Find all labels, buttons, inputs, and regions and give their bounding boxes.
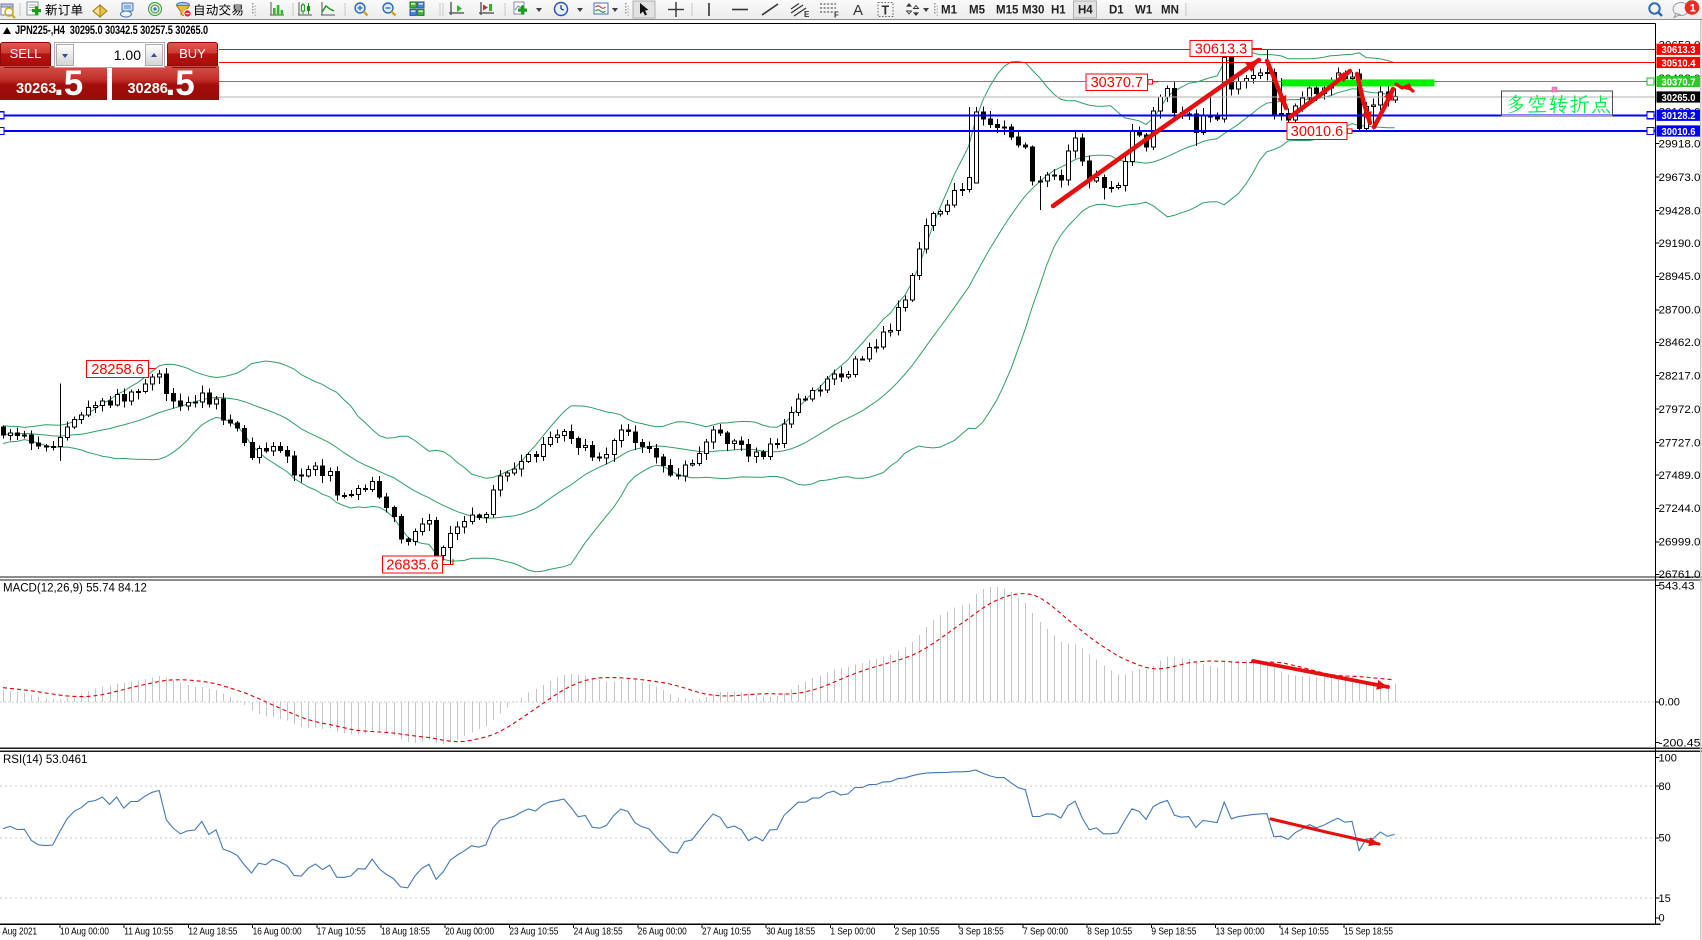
svg-text:3 Sep 18:55: 3 Sep 18:55 <box>959 926 1004 938</box>
svg-text:13 Sep 00:00: 13 Sep 00:00 <box>1216 926 1265 938</box>
svg-text:30 Aug 18:55: 30 Aug 18:55 <box>766 926 815 938</box>
svg-text:0: 0 <box>1659 913 1665 925</box>
svg-text:H4: H4 <box>1078 5 1093 17</box>
svg-text:30370.7: 30370.7 <box>1091 75 1143 91</box>
svg-text:15: 15 <box>1659 893 1671 905</box>
svg-text:543.43: 543.43 <box>1659 580 1695 592</box>
svg-text:28217.0: 28217.0 <box>1659 371 1701 383</box>
svg-text:30128.2: 30128.2 <box>1662 110 1696 122</box>
svg-text:1 Sep 00:00: 1 Sep 00:00 <box>830 926 875 938</box>
svg-text:100: 100 <box>1659 752 1677 764</box>
svg-text:29673.0: 29673.0 <box>1659 172 1701 184</box>
svg-text:27 Aug 10:55: 27 Aug 10:55 <box>702 926 751 938</box>
svg-text:30613.3: 30613.3 <box>1195 42 1247 58</box>
svg-text:11 Aug 10:55: 11 Aug 10:55 <box>124 926 173 938</box>
svg-text:30265.0: 30265.0 <box>1662 92 1696 104</box>
svg-text:-200.45: -200.45 <box>1659 737 1701 749</box>
svg-text:A: A <box>853 2 863 19</box>
svg-text:26835.6: 26835.6 <box>386 558 438 574</box>
svg-text:M15: M15 <box>996 5 1019 17</box>
svg-text:W1: W1 <box>1135 5 1153 17</box>
svg-text:17 Aug 10:55: 17 Aug 10:55 <box>317 926 366 938</box>
svg-text:26761.0: 26761.0 <box>1659 569 1701 581</box>
svg-text:27244.0: 27244.0 <box>1659 503 1701 515</box>
svg-text:F: F <box>834 11 839 20</box>
svg-text:9 Sep 18:55: 9 Sep 18:55 <box>1151 926 1196 938</box>
svg-text:10 Aug 00:00: 10 Aug 00:00 <box>60 926 109 938</box>
svg-text:15 Sep 18:55: 15 Sep 18:55 <box>1344 926 1393 938</box>
svg-text:14 Sep 10:55: 14 Sep 10:55 <box>1280 926 1329 938</box>
svg-text:1: 1 <box>1690 3 1696 15</box>
svg-text:MACD(12,26,9) 55.74 84.12: MACD(12,26,9) 55.74 84.12 <box>3 583 147 595</box>
svg-text:M1: M1 <box>941 5 958 17</box>
svg-text:27972.0: 27972.0 <box>1659 404 1701 416</box>
svg-text:E: E <box>804 10 810 19</box>
svg-text:20 Aug 00:00: 20 Aug 00:00 <box>445 926 494 938</box>
svg-text:8 Sep 10:55: 8 Sep 10:55 <box>1087 926 1132 938</box>
svg-text:H1: H1 <box>1051 5 1066 17</box>
svg-text:T: T <box>882 4 890 18</box>
svg-text:30010.6: 30010.6 <box>1291 124 1343 140</box>
svg-text:M5: M5 <box>969 5 986 17</box>
svg-text:6 Aug 2021: 6 Aug 2021 <box>0 926 37 938</box>
svg-text:29190.0: 29190.0 <box>1659 238 1701 250</box>
svg-text:28945.0: 28945.0 <box>1659 271 1701 283</box>
svg-text:MN: MN <box>1161 5 1179 17</box>
svg-text:50: 50 <box>1659 833 1671 845</box>
svg-text:18 Aug 18:55: 18 Aug 18:55 <box>381 926 430 938</box>
svg-text:0.00: 0.00 <box>1659 697 1680 709</box>
svg-text:28462.0: 28462.0 <box>1659 337 1701 349</box>
svg-text:27489.0: 27489.0 <box>1659 470 1701 482</box>
svg-text:RSI(14) 53.0461: RSI(14) 53.0461 <box>3 754 87 766</box>
svg-text:28258.6: 28258.6 <box>91 362 143 378</box>
svg-text:2 Sep 10:55: 2 Sep 10:55 <box>895 926 940 938</box>
svg-text:7 Sep 00:00: 7 Sep 00:00 <box>1023 926 1068 938</box>
svg-text:26 Aug 00:00: 26 Aug 00:00 <box>638 926 687 938</box>
svg-text:23 Aug 10:55: 23 Aug 10:55 <box>509 926 558 938</box>
svg-text:27727.0: 27727.0 <box>1659 437 1701 449</box>
svg-text:24 Aug 18:55: 24 Aug 18:55 <box>574 926 623 938</box>
svg-text:30613.3: 30613.3 <box>1662 44 1696 56</box>
svg-text:26999.0: 26999.0 <box>1659 537 1701 549</box>
svg-text:30370.7: 30370.7 <box>1662 76 1696 88</box>
svg-text:28700.0: 28700.0 <box>1659 305 1701 317</box>
svg-text:29428.0: 29428.0 <box>1659 205 1701 217</box>
svg-text:30010.6: 30010.6 <box>1662 126 1696 138</box>
svg-text:12 Aug 18:55: 12 Aug 18:55 <box>188 926 237 938</box>
svg-text:16 Aug 00:00: 16 Aug 00:00 <box>253 926 302 938</box>
svg-text:29918.0: 29918.0 <box>1659 138 1701 150</box>
svg-text:80: 80 <box>1659 781 1671 793</box>
svg-text:D1: D1 <box>1109 5 1124 17</box>
svg-text:30510.4: 30510.4 <box>1662 57 1696 69</box>
svg-text:M30: M30 <box>1022 5 1044 17</box>
